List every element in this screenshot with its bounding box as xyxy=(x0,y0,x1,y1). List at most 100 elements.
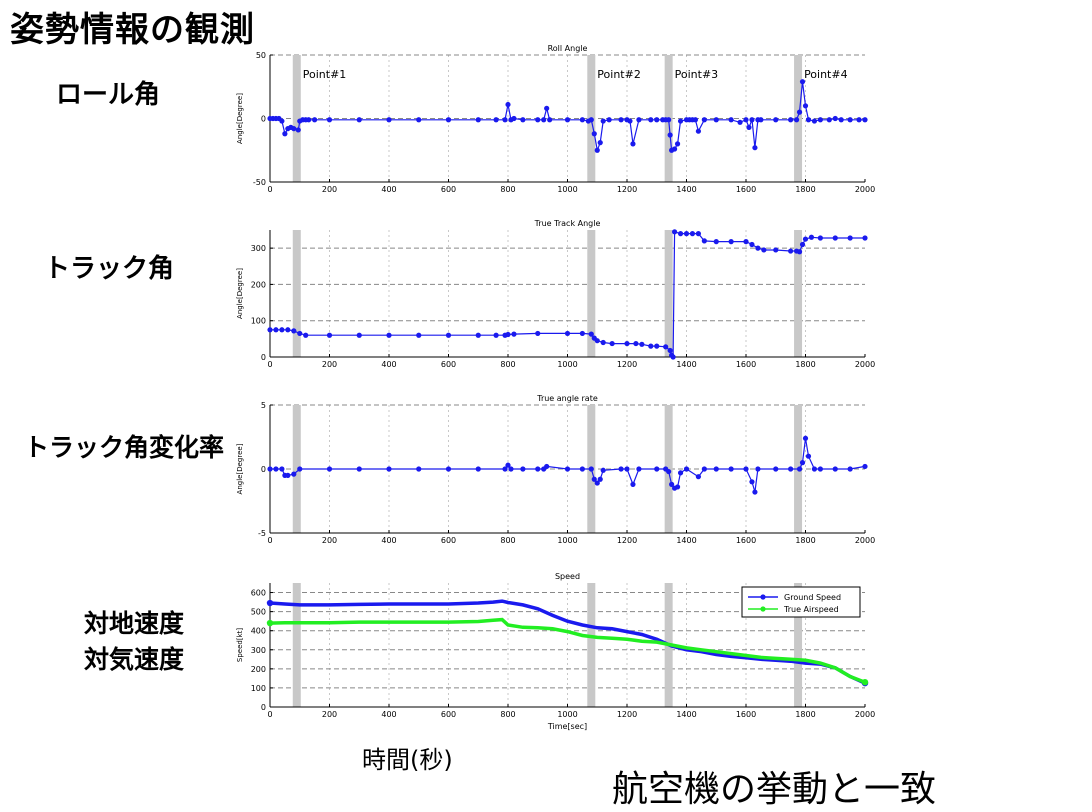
x-tick-label: 800 xyxy=(500,185,515,194)
y-tick-label: 50 xyxy=(256,51,266,60)
data-point xyxy=(758,117,764,123)
event-band-2 xyxy=(587,230,596,357)
data-point xyxy=(541,117,547,123)
x-tick-label: 600 xyxy=(441,536,456,545)
data-point xyxy=(505,462,511,468)
data-point xyxy=(597,140,603,146)
label-track-angle-rate: トラック角変化率 xyxy=(24,433,225,462)
y-tick-label: 400 xyxy=(251,627,266,636)
data-point xyxy=(416,332,422,338)
data-point xyxy=(796,249,803,255)
x-tick-label: 1200 xyxy=(617,185,637,194)
x-tick-label: 1800 xyxy=(795,185,815,194)
data-point xyxy=(752,489,758,495)
data-point xyxy=(755,245,761,251)
data-point xyxy=(547,117,553,123)
x-tick-label: 1400 xyxy=(676,536,696,545)
data-point xyxy=(743,466,749,472)
data-point xyxy=(799,460,806,466)
data-point xyxy=(669,481,675,487)
data-point xyxy=(493,117,499,123)
data-point xyxy=(564,466,571,472)
data-point xyxy=(303,332,309,338)
data-point xyxy=(713,117,719,123)
data-point xyxy=(674,141,681,147)
data-point xyxy=(312,117,318,123)
x-tick-label: 400 xyxy=(381,185,396,194)
y-tick-label: 300 xyxy=(251,646,266,655)
data-point xyxy=(266,619,274,627)
event-band-4 xyxy=(794,230,803,357)
data-point xyxy=(861,679,869,686)
data-point xyxy=(677,470,684,476)
data-point xyxy=(564,330,571,337)
data-point xyxy=(805,117,812,123)
data-point xyxy=(793,117,800,123)
data-point xyxy=(802,236,809,242)
data-point xyxy=(266,599,274,607)
data-point xyxy=(677,231,684,237)
data-point xyxy=(624,340,630,347)
data-point xyxy=(713,466,719,472)
data-point xyxy=(677,118,684,124)
label-ground-speed: 対地速度 xyxy=(84,609,185,638)
x-tick-label: 1000 xyxy=(557,536,577,545)
data-point xyxy=(564,117,571,123)
data-point xyxy=(285,327,291,333)
data-point xyxy=(306,117,312,123)
chart-panel-3: True angle rate 0 200 400 600 800 1000 1200 1400… xyxy=(236,394,875,545)
y-tick-label: 0 xyxy=(261,465,266,474)
data-point xyxy=(267,466,273,472)
x-tick-label: 2000 xyxy=(855,185,875,194)
data-point xyxy=(654,343,660,349)
x-tick-label: 1800 xyxy=(795,536,815,545)
data-point xyxy=(416,117,422,123)
label-roll-angle: ロール角 xyxy=(56,80,161,110)
legend-marker-1 xyxy=(760,594,766,600)
x-tick-label: 600 xyxy=(441,185,456,194)
y-tick-label: 500 xyxy=(251,608,266,617)
data-point xyxy=(630,141,636,147)
x-tick-label: 1800 xyxy=(795,710,815,719)
series-line-1 xyxy=(269,599,866,685)
event-band-2 xyxy=(587,583,596,707)
data-point xyxy=(273,466,279,472)
data-point xyxy=(279,118,285,124)
data-point xyxy=(666,468,672,475)
legend-label-2: True Airspeed xyxy=(783,605,839,614)
data-point xyxy=(773,117,779,123)
data-point xyxy=(326,117,333,123)
data-point xyxy=(808,234,815,240)
data-point xyxy=(695,474,702,480)
data-point xyxy=(805,453,812,459)
data-point xyxy=(799,241,806,248)
data-point xyxy=(788,248,794,254)
x-tick-label: 800 xyxy=(500,710,515,719)
data-point xyxy=(817,117,823,123)
data-point xyxy=(796,466,803,472)
y-axis-label: Speed[kt] xyxy=(236,628,244,662)
y-tick-label: 0 xyxy=(261,703,266,712)
x-tick-label: 0 xyxy=(267,710,272,719)
x-axis-label: Time[sec] xyxy=(547,722,587,731)
data-point xyxy=(743,239,749,245)
data-point xyxy=(701,238,707,244)
data-point xyxy=(856,117,862,123)
data-point xyxy=(847,117,853,123)
data-point xyxy=(737,119,743,125)
data-point xyxy=(600,339,606,346)
data-point xyxy=(670,354,676,360)
data-point xyxy=(672,229,678,235)
data-point xyxy=(588,466,594,472)
x-tick-label: 400 xyxy=(381,536,396,545)
x-tick-label: 800 xyxy=(500,360,515,369)
data-point xyxy=(445,332,452,338)
data-point xyxy=(291,126,297,132)
data-point xyxy=(295,127,301,133)
label-time-axis: 時間(秒) xyxy=(362,746,453,774)
data-point xyxy=(588,331,594,337)
x-tick-label: 1600 xyxy=(736,360,756,369)
x-tick-label: 1200 xyxy=(617,536,637,545)
